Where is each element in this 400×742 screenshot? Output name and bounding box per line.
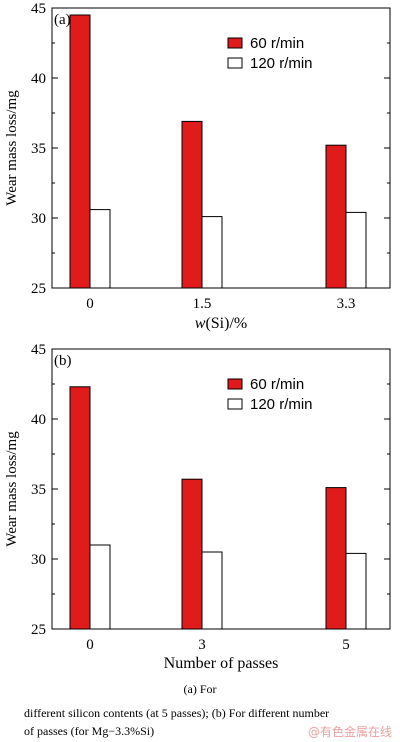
caption-line-3: of passes (for Mg−3.3%Si) bbox=[24, 724, 155, 738]
panel-label: (b) bbox=[54, 353, 72, 369]
x-tick-label: 1.5 bbox=[193, 296, 212, 312]
y-tick-label: 45 bbox=[31, 1, 46, 17]
x-axis-label-italic: w bbox=[195, 315, 206, 332]
y-axis-label: Wear mass loss/mg bbox=[4, 90, 20, 206]
legend-label: 60 r/min bbox=[250, 35, 304, 52]
x-tick-label: 0 bbox=[86, 637, 94, 653]
x-tick-label: 3.3 bbox=[337, 296, 356, 312]
panel-label: (a) bbox=[54, 12, 71, 28]
x-axis-label: Number of passes bbox=[164, 655, 279, 672]
watermark: @有色金属在线 bbox=[307, 725, 392, 739]
y-tick-label: 40 bbox=[31, 412, 46, 428]
y-tick-label: 25 bbox=[31, 622, 46, 638]
y-tick-label: 40 bbox=[31, 71, 46, 87]
bar-60rpm bbox=[181, 478, 203, 630]
x-axis-label: w(Si)/% bbox=[195, 315, 247, 332]
legend-label: 120 r/min bbox=[250, 55, 313, 72]
y-tick-label: 30 bbox=[31, 211, 46, 227]
bar-120rpm bbox=[201, 216, 223, 289]
x-axis-label-rest: (Si)/% bbox=[205, 315, 247, 332]
x-tick-label: 0 bbox=[86, 296, 94, 312]
caption-line-2: different silicon contents (at 5 passes)… bbox=[24, 706, 330, 720]
bar-60rpm bbox=[69, 386, 91, 630]
caption-line-1: (a) For bbox=[183, 682, 217, 696]
legend-label: 120 r/min bbox=[250, 396, 313, 413]
x-tick-label: 5 bbox=[342, 637, 350, 653]
y-tick-label: 35 bbox=[31, 141, 46, 157]
x-tick-label: 3 bbox=[198, 637, 206, 653]
bar-60rpm bbox=[325, 144, 347, 289]
bar-120rpm bbox=[345, 552, 367, 630]
legend-swatch bbox=[227, 37, 243, 49]
bar-60rpm bbox=[181, 120, 203, 289]
y-tick-label: 35 bbox=[31, 482, 46, 498]
bar-120rpm bbox=[89, 209, 111, 289]
bar-120rpm bbox=[345, 211, 367, 289]
bar-120rpm bbox=[89, 544, 111, 630]
y-tick-label: 25 bbox=[31, 281, 46, 297]
y-tick-label: 30 bbox=[31, 552, 46, 568]
legend-swatch bbox=[227, 398, 243, 410]
y-tick-label: 45 bbox=[31, 342, 46, 358]
legend-label: 60 r/min bbox=[250, 376, 304, 393]
bar-60rpm bbox=[69, 14, 91, 289]
bar-120rpm bbox=[201, 551, 223, 630]
y-axis-label: Wear mass loss/mg bbox=[4, 431, 20, 547]
bar-60rpm bbox=[325, 487, 347, 630]
legend-swatch bbox=[227, 378, 243, 390]
legend-swatch bbox=[227, 57, 243, 69]
